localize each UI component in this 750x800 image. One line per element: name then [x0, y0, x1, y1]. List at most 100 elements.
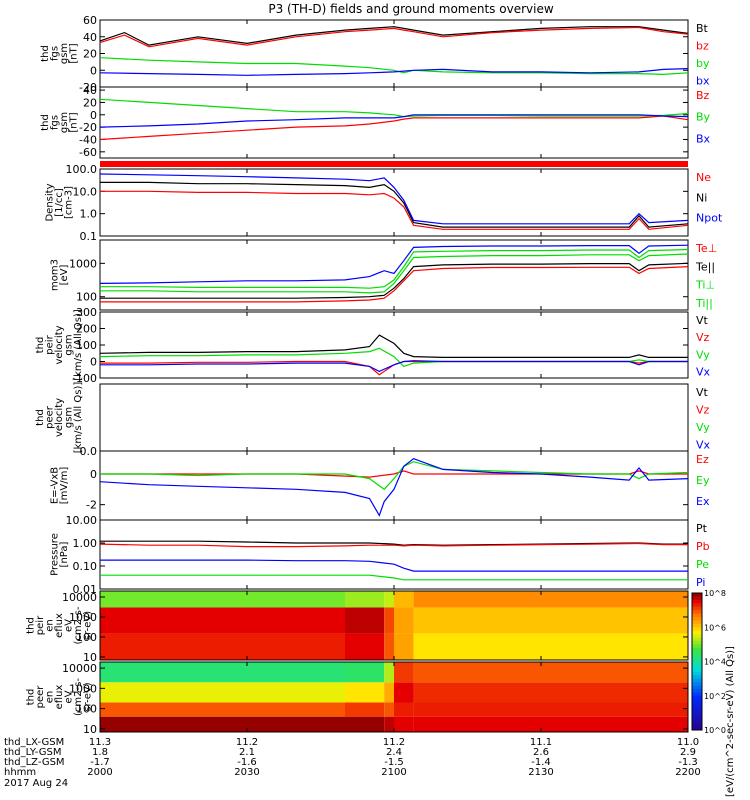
x-tick-label: 2130 — [528, 767, 553, 778]
series-line-Ne — [100, 190, 689, 230]
series-line-bx — [99, 68, 689, 76]
x-tick-label: 2200 — [675, 767, 700, 778]
colorbar-cell — [692, 699, 702, 704]
x-row-label: 2017 Aug 24 — [4, 778, 68, 789]
y-tick-label: 10 — [83, 723, 97, 736]
spectrogram-cell — [413, 633, 688, 660]
x-tick-label: -1.7 — [90, 757, 110, 768]
legend-label: Bt — [696, 22, 709, 35]
colorbar-cell — [692, 651, 702, 656]
colorbar-cell — [692, 640, 702, 645]
y-tick-label: 20 — [83, 96, 97, 109]
colorbar-cell — [692, 593, 702, 597]
y-tick-label: 0 — [90, 468, 97, 481]
colorbar-cell — [692, 664, 702, 669]
x-row-label: thd_LX-GSM — [4, 737, 64, 748]
x-tick-label: 2.6 — [533, 747, 549, 758]
x-tick-label: 2030 — [234, 767, 259, 778]
y-axis-label: en — [45, 619, 56, 632]
colorbar-cell — [692, 719, 702, 724]
colorbar-cell — [692, 678, 702, 683]
y-axis-label: [nPa] — [59, 541, 70, 567]
spectrogram-cell — [394, 633, 414, 660]
spectrogram-cell — [413, 716, 688, 732]
legend-label: Vt — [696, 314, 709, 327]
colorbar-tick-label: 10^8 — [704, 589, 726, 598]
y-tick-label: 100.0 — [66, 163, 98, 176]
legend-label: by — [696, 57, 710, 70]
legend-label: bx — [696, 74, 710, 87]
legend-label: Vy — [696, 421, 710, 434]
panels-group: -200204060thdfgsgsm[nT]Btbzbybx-60-40-20… — [26, 14, 723, 736]
panel-frame — [99, 86, 689, 159]
y-axis-label: [eV] — [59, 265, 70, 286]
spectrogram-cell — [345, 591, 385, 608]
y-tick-label: 10000 — [62, 662, 97, 675]
series-line-Pi — [100, 559, 688, 572]
y-axis-label: Pressure — [49, 533, 60, 576]
y-axis-label: [km/s (All Qs)] — [73, 309, 84, 381]
colorbar-cell — [692, 637, 702, 642]
panel-frame — [99, 168, 689, 237]
series-line-Ti⊥ — [100, 253, 689, 294]
legend-label: Te|| — [695, 260, 715, 273]
y-tick-label: 1000 — [69, 682, 97, 695]
colorbar-cell — [692, 620, 702, 625]
colorbar-cell — [692, 647, 702, 652]
legend-label: Ey — [696, 474, 710, 487]
y-axis-label: [mV/m] — [59, 467, 70, 505]
y-tick-label: 1.0 — [80, 208, 98, 221]
colorbar-cell — [692, 661, 702, 666]
x-tick-label: 11.2 — [383, 737, 405, 748]
y-tick-label: 40 — [83, 31, 97, 44]
legend-label: Te⊥ — [695, 242, 717, 255]
legend-label: Vy — [696, 348, 710, 361]
y-axis-label: (cm2-s- — [73, 606, 84, 644]
spectrogram-cell — [100, 716, 345, 732]
spectrogram-cell — [345, 633, 385, 660]
legend-label: By — [696, 111, 711, 124]
spectrogram-cell — [384, 716, 394, 732]
panel-frame — [99, 383, 689, 452]
y-axis-label: eV — [64, 690, 75, 703]
series-line-Bx — [99, 114, 689, 128]
panel-8: 10 100 1000 10000 thdpeirenefluxeV(cm2-s-sr-… — [26, 590, 689, 664]
colorbar-cell — [692, 627, 702, 632]
series-line-Vt — [99, 334, 688, 358]
legend-label: Vt — [696, 386, 709, 399]
y-axis-label: en — [45, 691, 56, 704]
x-tick-label: 2100 — [381, 767, 406, 778]
colorbar-cell — [692, 654, 702, 659]
y-axis-label: thd — [26, 617, 37, 634]
y-tick-label: 0.1 — [80, 230, 98, 243]
spectrogram-cell — [384, 607, 394, 634]
x-tick-label: 11.1 — [530, 737, 552, 748]
y-axis-label: thd — [35, 409, 46, 426]
y-axis-label: peer — [45, 405, 56, 429]
x-tick-label: 11.0 — [677, 737, 699, 748]
colorbar-cell — [692, 644, 702, 649]
x-row-label: thd_LZ-GSM — [4, 757, 65, 768]
x-tick-label: -1.5 — [384, 757, 404, 768]
y-tick-label: 0 — [90, 109, 97, 122]
legend-label: Pt — [696, 522, 708, 535]
legend-label: Ni — [696, 191, 707, 204]
y-tick-label: 0 — [90, 356, 97, 369]
series-line-Ey — [100, 461, 689, 491]
y-axis-label: [nT] — [68, 112, 79, 132]
y-axis-label: thd — [40, 114, 51, 131]
spectrogram-cell — [345, 716, 385, 732]
colorbar: 10^0 10^2 10^4 10^6 10^8 [eV/(cm^2-sec-sr-eV)… — [691, 589, 736, 797]
y-tick-label: 10.0 — [73, 185, 98, 198]
spectrogram-cell — [345, 702, 385, 717]
legend-label: bz — [696, 39, 709, 52]
y-axis-label: gsm — [59, 43, 70, 64]
y-axis-label: thd — [35, 337, 46, 354]
spectrogram-cell — [345, 662, 385, 683]
spectrogram-8 — [100, 591, 688, 660]
y-axis-label: (cm2-s- — [73, 678, 84, 716]
panel-2: 0.1 1.0 10.0 100.0 Density[1/cc][cm-3] Ne Ni Np… — [45, 163, 723, 243]
series-line-Ti|| — [100, 248, 689, 289]
